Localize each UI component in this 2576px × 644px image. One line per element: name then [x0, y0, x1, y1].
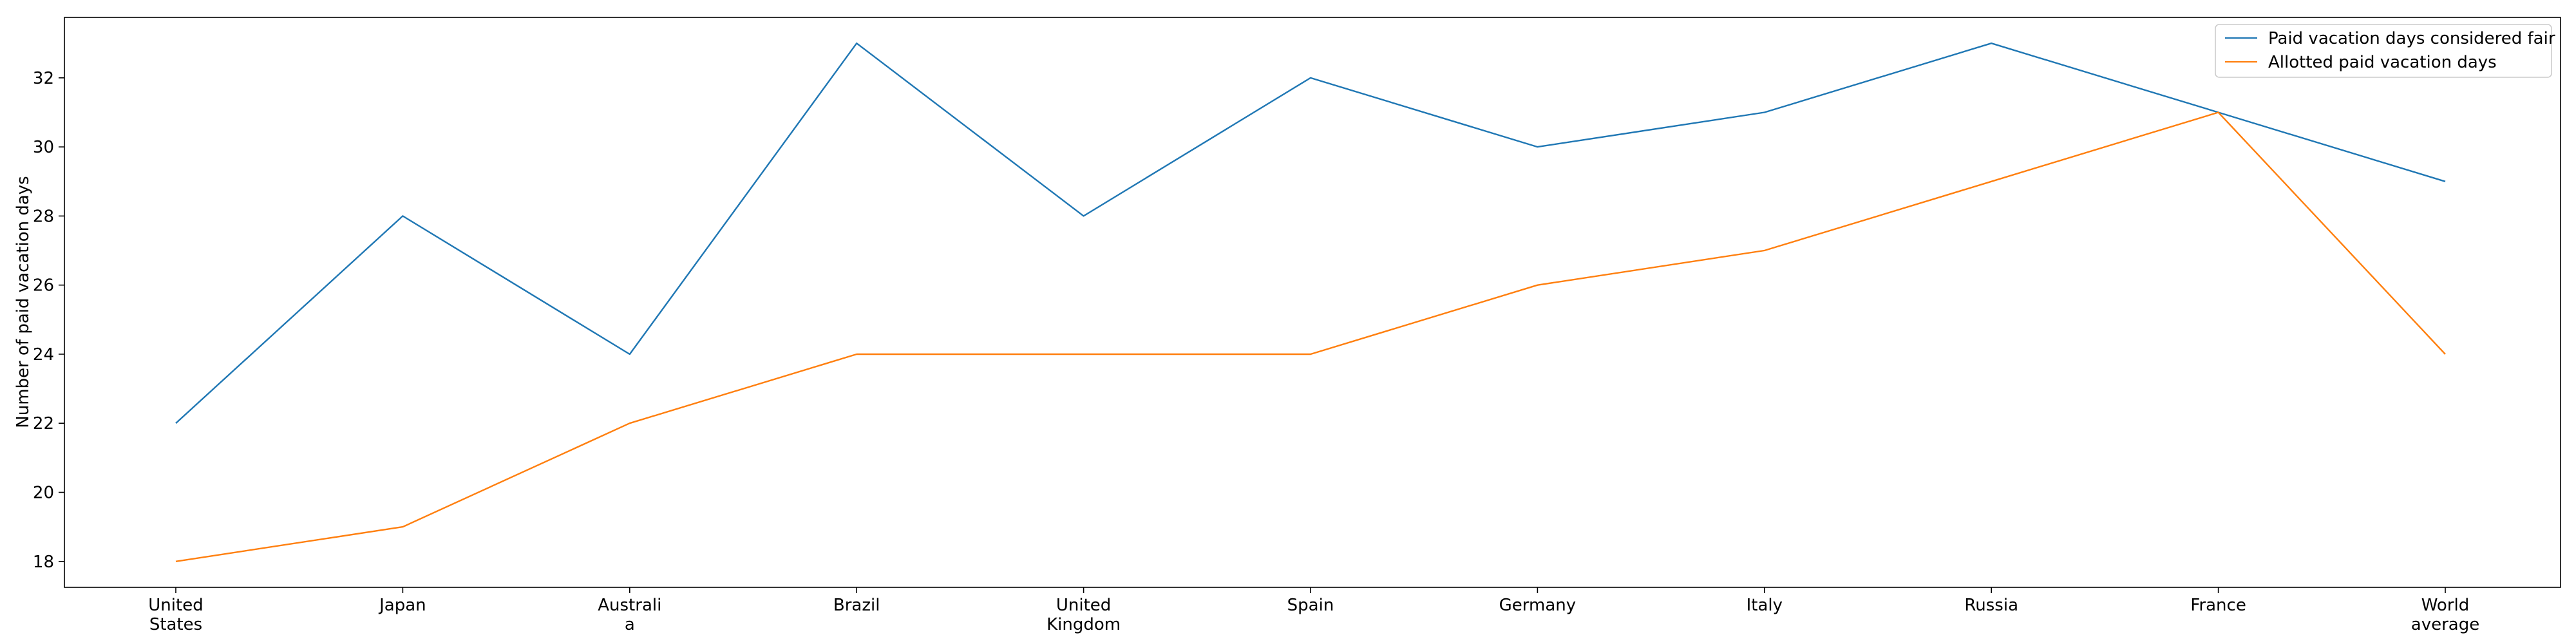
x-axis-ticks: United States Japan Australi a Brazil United Ki… [148, 587, 2479, 634]
y-tick-label-3: 24 [33, 345, 54, 365]
x-tick-label-5: Spain [1287, 596, 1334, 615]
x-tick-label-4: United Kingdom [1046, 596, 1121, 634]
y-tick-label-0: 18 [33, 553, 54, 572]
x-tick-label-10: World average [2411, 596, 2479, 634]
legend: Paid vacation days considered fair Allot… [2215, 24, 2555, 78]
y-axis-ticks: 18 20 22 24 26 28 30 32 [33, 69, 64, 572]
y-tick-label-1: 20 [33, 484, 54, 503]
x-tick-label-0: United States [148, 596, 203, 634]
y-tick-label-2: 22 [33, 414, 54, 433]
axes-frame [64, 17, 2561, 588]
legend-label-allotted: Allotted paid vacation days [2268, 53, 2497, 72]
x-tick-label-8: Russia [1964, 596, 2018, 615]
x-tick-label-7: Italy [1747, 596, 1783, 615]
x-tick-label-1: Japan [378, 596, 426, 615]
legend-box [2215, 24, 2552, 78]
plot-area [175, 42, 2446, 562]
legend-label-fair: Paid vacation days considered fair [2268, 29, 2555, 48]
x-tick-label-3: Brazil [833, 596, 880, 615]
x-tick-label-9: France [2190, 596, 2246, 615]
x-tick-label-2: Australi a [598, 596, 661, 634]
x-tick-label-6: Germany [1499, 596, 1577, 615]
y-tick-label-7: 32 [33, 69, 54, 88]
series-line-0 [175, 42, 2446, 424]
y-tick-label-5: 28 [33, 207, 54, 226]
y-tick-label-6: 30 [33, 138, 54, 157]
series-line-1 [175, 111, 2446, 562]
y-tick-label-4: 26 [33, 276, 54, 296]
y-axis-label: Number of paid vacation days [14, 176, 33, 428]
